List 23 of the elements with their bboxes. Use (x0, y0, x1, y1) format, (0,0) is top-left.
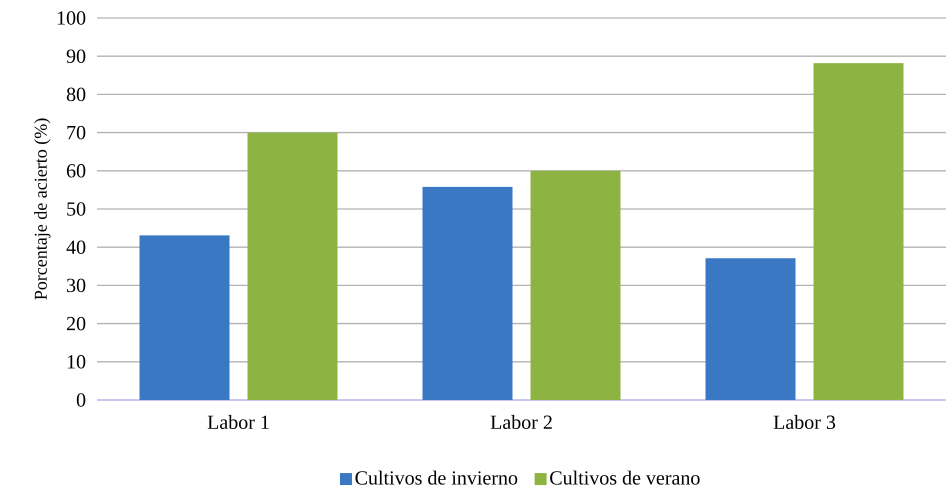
y-axis-title: Porcentaje de acierto (%) (34, 118, 50, 300)
y-tick-label: 90 (66, 49, 86, 63)
y-tick-label: 60 (66, 164, 86, 178)
x-tick-label: Labor 1 (208, 414, 269, 429)
x-tick-label: Labor 3 (774, 414, 836, 429)
y-tick-label: 10 (68, 355, 86, 369)
bar (814, 63, 904, 400)
y-tick-label: 40 (66, 240, 86, 254)
bar (248, 132, 338, 400)
y-tick-label: 50 (67, 202, 86, 216)
bar (706, 258, 796, 400)
bar (530, 170, 621, 400)
y-tick-label: 30 (67, 278, 86, 292)
y-tick-label: 70 (67, 126, 86, 140)
y-tick-label: 20 (66, 316, 86, 330)
bar (422, 186, 513, 400)
legend-label: Cultivos de invierno (355, 470, 518, 485)
y-tick-label: 80 (66, 88, 86, 102)
y-tick-label: 100 (58, 11, 86, 25)
x-tick-label: Labor 2 (490, 414, 552, 429)
legend-label: Cultivos de verano (550, 470, 700, 485)
bar (140, 235, 230, 400)
y-tick-label: 0 (76, 393, 86, 407)
